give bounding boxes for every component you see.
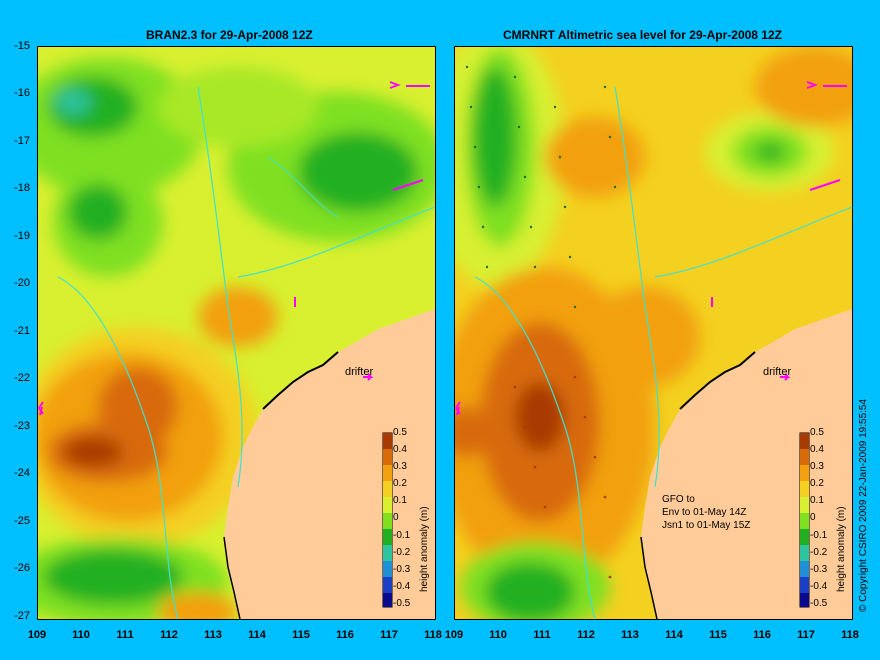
right-drifter-tracks bbox=[455, 81, 847, 416]
lat-tick: -26 bbox=[14, 562, 30, 574]
satellite-track-dots bbox=[465, 65, 617, 309]
lat-tick: -23 bbox=[14, 420, 30, 432]
lon-tick: 112 bbox=[160, 629, 178, 641]
left-drifter-tracks bbox=[38, 81, 430, 416]
colorbar-tick: 0.4 bbox=[393, 444, 407, 455]
right-panel-title: CMRNRT Altimetric sea level for 29-Apr-2… bbox=[503, 28, 782, 42]
right-map bbox=[454, 46, 853, 620]
copyright-notice: © Copyright CSIRO 2009 22-Jan-2009 19:55… bbox=[858, 398, 869, 612]
lon-tick: 118 bbox=[424, 629, 442, 641]
colorbar-tick: 0.3 bbox=[810, 461, 824, 472]
colorbar-tick: -0.5 bbox=[810, 598, 828, 609]
left-map bbox=[37, 46, 436, 620]
colorbar-tick: -0.3 bbox=[393, 564, 411, 575]
lat-tick: -19 bbox=[14, 230, 30, 242]
lon-tick: 112 bbox=[577, 629, 595, 641]
lon-tick: 114 bbox=[248, 629, 266, 641]
colorbar-tick: 0.4 bbox=[810, 444, 824, 455]
lon-tick: 111 bbox=[116, 629, 134, 641]
satellite-note-line: GFO to bbox=[662, 494, 695, 505]
lon-tick: 116 bbox=[336, 629, 354, 641]
lon-tick: 115 bbox=[292, 629, 310, 641]
right-drifter-label: drifter bbox=[763, 366, 792, 378]
colorbar-tick: 0 bbox=[810, 512, 816, 523]
lon-tick: 109 bbox=[444, 629, 464, 641]
lon-tick: 115 bbox=[709, 629, 727, 641]
lat-tick: -16 bbox=[14, 87, 30, 99]
colorbar-tick: -0.4 bbox=[810, 581, 828, 592]
colorbar-tick: 0.1 bbox=[810, 495, 824, 506]
colorbar-tick: 0.2 bbox=[810, 478, 824, 489]
lon-tick: 110 bbox=[489, 629, 507, 641]
colorbar-tick: 0.3 bbox=[393, 461, 407, 472]
lon-tick: 111 bbox=[533, 629, 551, 641]
lat-tick: -20 bbox=[14, 277, 30, 289]
colorbar-tick: 0.5 bbox=[810, 427, 824, 438]
colorbar-tick: 0.2 bbox=[393, 478, 407, 489]
colorbar-tick: -0.1 bbox=[393, 530, 411, 541]
left-map-graphic bbox=[38, 47, 435, 619]
left-drifter-label: drifter bbox=[345, 366, 374, 378]
right-colorbar-label: height anomaly (m) bbox=[836, 506, 847, 592]
lon-tick: 110 bbox=[72, 629, 90, 641]
left-colorbar-label: height anomaly (m) bbox=[419, 506, 430, 592]
lon-tick: 117 bbox=[380, 629, 398, 641]
lat-tick: -22 bbox=[14, 372, 30, 384]
right-colorbar bbox=[799, 432, 810, 608]
lon-tick: 116 bbox=[753, 629, 771, 641]
left-colorbar bbox=[382, 432, 393, 608]
lat-tick: -18 bbox=[14, 182, 30, 194]
colorbar-tick: -0.2 bbox=[393, 547, 411, 558]
satellite-note-line: Jsn1 to 01-May 15Z bbox=[662, 520, 751, 531]
lon-tick: 118 bbox=[841, 629, 859, 641]
lon-tick: 114 bbox=[665, 629, 683, 641]
satellite-note-line: Env to 01-May 14Z bbox=[662, 507, 747, 518]
colorbar-tick: -0.4 bbox=[393, 581, 411, 592]
lat-tick: -27 bbox=[14, 610, 30, 622]
lat-tick: -25 bbox=[14, 515, 30, 527]
lon-tick: 117 bbox=[797, 629, 815, 641]
lon-tick: 113 bbox=[204, 629, 222, 641]
lat-tick: -24 bbox=[14, 467, 30, 479]
colorbar-tick: -0.5 bbox=[393, 598, 411, 609]
satellite-pass-note: GFO to Env to 01-May 14Z Jsn1 to 01-May … bbox=[662, 493, 750, 532]
colorbar-tick: -0.2 bbox=[810, 547, 828, 558]
colorbar-tick: -0.3 bbox=[810, 564, 828, 575]
lat-tick: -17 bbox=[14, 135, 30, 147]
colorbar-tick: 0.5 bbox=[393, 427, 407, 438]
lat-tick: -15 bbox=[14, 40, 30, 52]
lon-tick: 109 bbox=[27, 629, 47, 641]
colorbar-tick: -0.1 bbox=[810, 530, 828, 541]
left-panel-title: BRAN2.3 for 29-Apr-2008 12Z bbox=[146, 28, 313, 42]
colorbar-tick: 0 bbox=[393, 512, 399, 523]
colorbar-tick: 0.1 bbox=[393, 495, 407, 506]
lat-tick: -21 bbox=[14, 325, 30, 337]
lon-tick: 113 bbox=[621, 629, 639, 641]
right-map-graphic bbox=[455, 47, 852, 619]
